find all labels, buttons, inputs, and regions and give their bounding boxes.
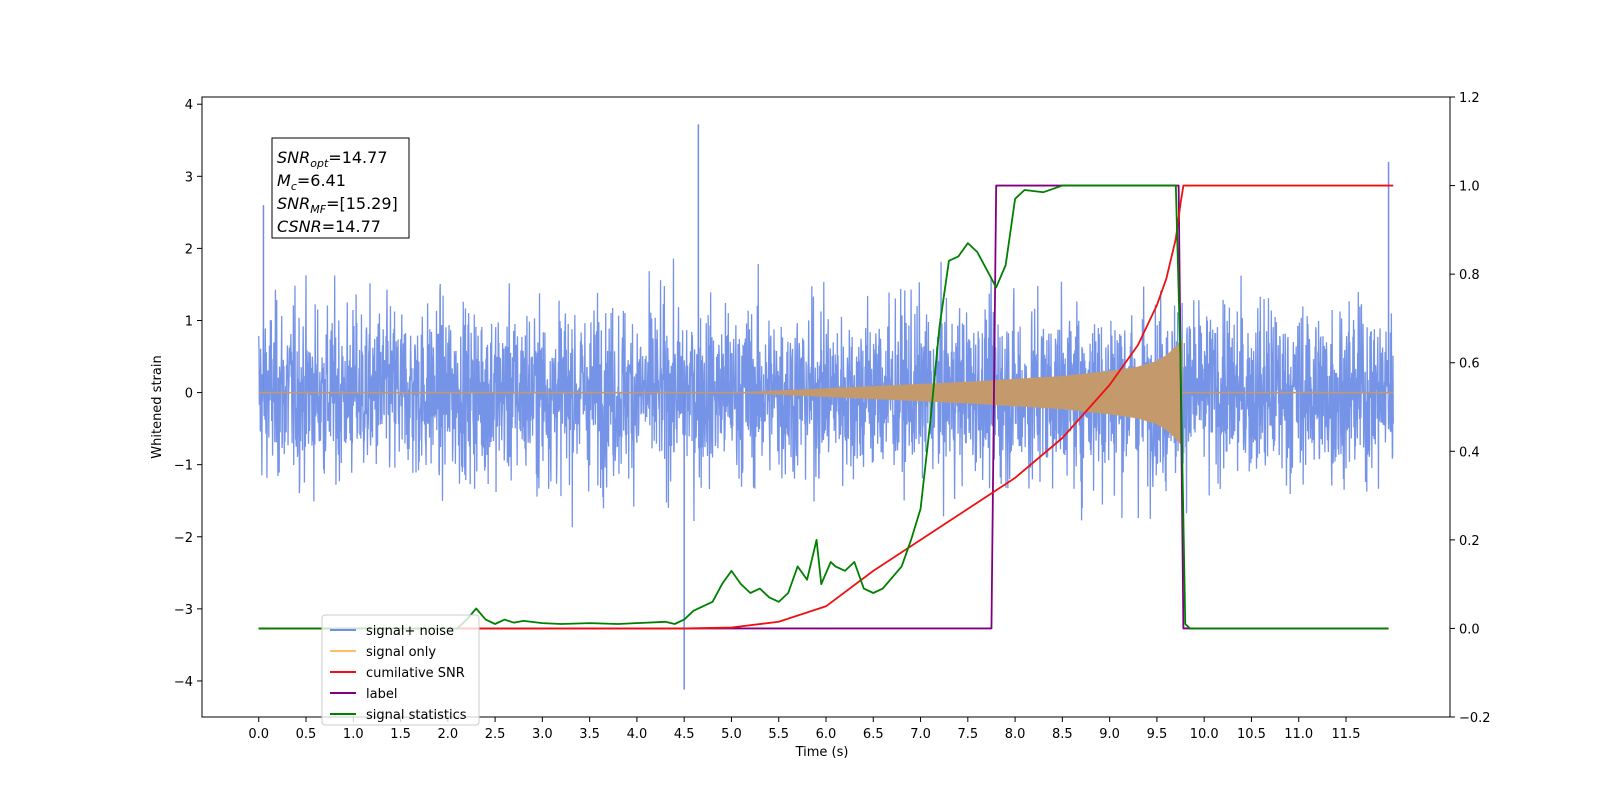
x-tick-label: 8.5: [1052, 727, 1073, 742]
y-left-tick-label: 1: [185, 314, 193, 329]
annotation-subscript: c: [291, 180, 297, 193]
x-tick-label: 0.5: [296, 727, 317, 742]
y-left-tick-label: −4: [174, 675, 193, 690]
y-left-tick-label: 3: [185, 170, 193, 185]
x-tick-label: 5.5: [768, 727, 789, 742]
x-tick-label: 2.5: [485, 727, 506, 742]
legend-label: label: [366, 687, 397, 702]
x-tick-label: 9.0: [1099, 727, 1120, 742]
x-tick-label: 1.0: [343, 727, 364, 742]
x-tick-label: 3.0: [532, 727, 553, 742]
y-left-tick-label: 0: [185, 387, 193, 402]
x-tick-label: 3.5: [579, 727, 600, 742]
annotation-frame: [271, 137, 410, 239]
legend-label: signal+ noise: [366, 624, 454, 639]
y-axis-right: −0.2 0.0 0.2 0.4 0.6 0.8 1.0 1.2: [1450, 91, 1491, 726]
y-right-tick-label: 0.6: [1459, 357, 1480, 372]
y-right-tick-label: −0.2: [1459, 711, 1491, 726]
y-axis-left: −4 −3 −2 −1 0 1 2 3 4: [174, 98, 202, 690]
x-tick-label: 6.5: [863, 727, 884, 742]
y-right-tick-label: 1.2: [1459, 91, 1480, 106]
y-right-tick-label: 1.0: [1459, 180, 1480, 195]
legend-label: signal only: [366, 645, 436, 660]
y-right-tick-label: 0.4: [1459, 445, 1480, 460]
annotation-value: =6.41: [297, 171, 346, 190]
legend: signal+ noise signal only cumilative SNR la…: [321, 614, 480, 726]
annotation-variable: M: [277, 171, 291, 190]
legend-frame: [321, 614, 480, 726]
x-axis: 0.0 0.5 1.0 1.5 2.0 2.5 3.0 3.5 4.0 4.5 5.0 5.5 6.0 6…: [248, 717, 1360, 742]
legend-label: cumilative SNR: [366, 666, 465, 681]
annotation-line: SNRopt=14.77: [277, 148, 388, 170]
series-signal-noise-line: [258, 258, 1394, 528]
x-axis-title: Time (s): [795, 745, 849, 760]
x-tick-label: 0.0: [248, 727, 269, 742]
annotation-line: Mc=6.41: [277, 171, 346, 193]
x-tick-label: 11.5: [1332, 727, 1361, 742]
annotation-line: SNRMF=[15.29]: [277, 194, 398, 216]
y-left-tick-label: −3: [174, 603, 193, 618]
annotation-subscript: MF: [310, 203, 326, 216]
annotation-value: =14.77: [328, 148, 387, 167]
x-tick-label: 10.0: [1190, 727, 1219, 742]
annotation-value: =14.77: [322, 217, 381, 236]
x-tick-label: 11.0: [1284, 727, 1313, 742]
x-tick-label: 4.5: [674, 727, 695, 742]
x-tick-label: 2.0: [437, 727, 458, 742]
y-left-tick-label: −2: [174, 531, 193, 546]
legend-label: signal statistics: [366, 708, 467, 723]
series-cumulative-snr-line: [258, 184, 1394, 630]
annotation-subscript: opt: [310, 157, 329, 170]
x-tick-label: 7.5: [957, 727, 978, 742]
x-tick-label: 4.0: [627, 727, 648, 742]
y-axis-title: Whitened strain: [150, 355, 165, 458]
x-tick-label: 9.5: [1147, 727, 1168, 742]
y-right-tick-label: 0.8: [1459, 268, 1480, 283]
stats-annotation-box: SNRopt=14.77Mc=6.41SNRMF=[15.29]CSNR=14.…: [271, 137, 410, 239]
x-tick-label: 5.0: [721, 727, 742, 742]
annotation-variable: SNR: [277, 148, 310, 167]
y-right-tick-label: 0.0: [1459, 622, 1480, 637]
annotation-variable: SNR: [277, 194, 310, 213]
x-tick-label: 1.5: [390, 727, 411, 742]
y-right-tick-label: 0.2: [1459, 534, 1480, 549]
x-tick-label: 10.5: [1237, 727, 1266, 742]
y-left-tick-label: 2: [185, 242, 193, 257]
x-tick-label: 7.0: [910, 727, 931, 742]
plot-layer: [258, 124, 1394, 690]
annotation-variable: CSNR: [277, 217, 322, 236]
annotation-line: CSNR=14.77: [277, 217, 381, 236]
x-tick-label: 8.0: [1005, 727, 1026, 742]
y-left-tick-label: −1: [174, 459, 193, 474]
annotation-value: =[15.29]: [326, 194, 398, 213]
y-left-tick-label: 4: [185, 98, 193, 113]
x-tick-label: 6.0: [816, 727, 837, 742]
series-signal-statistics-line: [258, 184, 1389, 630]
